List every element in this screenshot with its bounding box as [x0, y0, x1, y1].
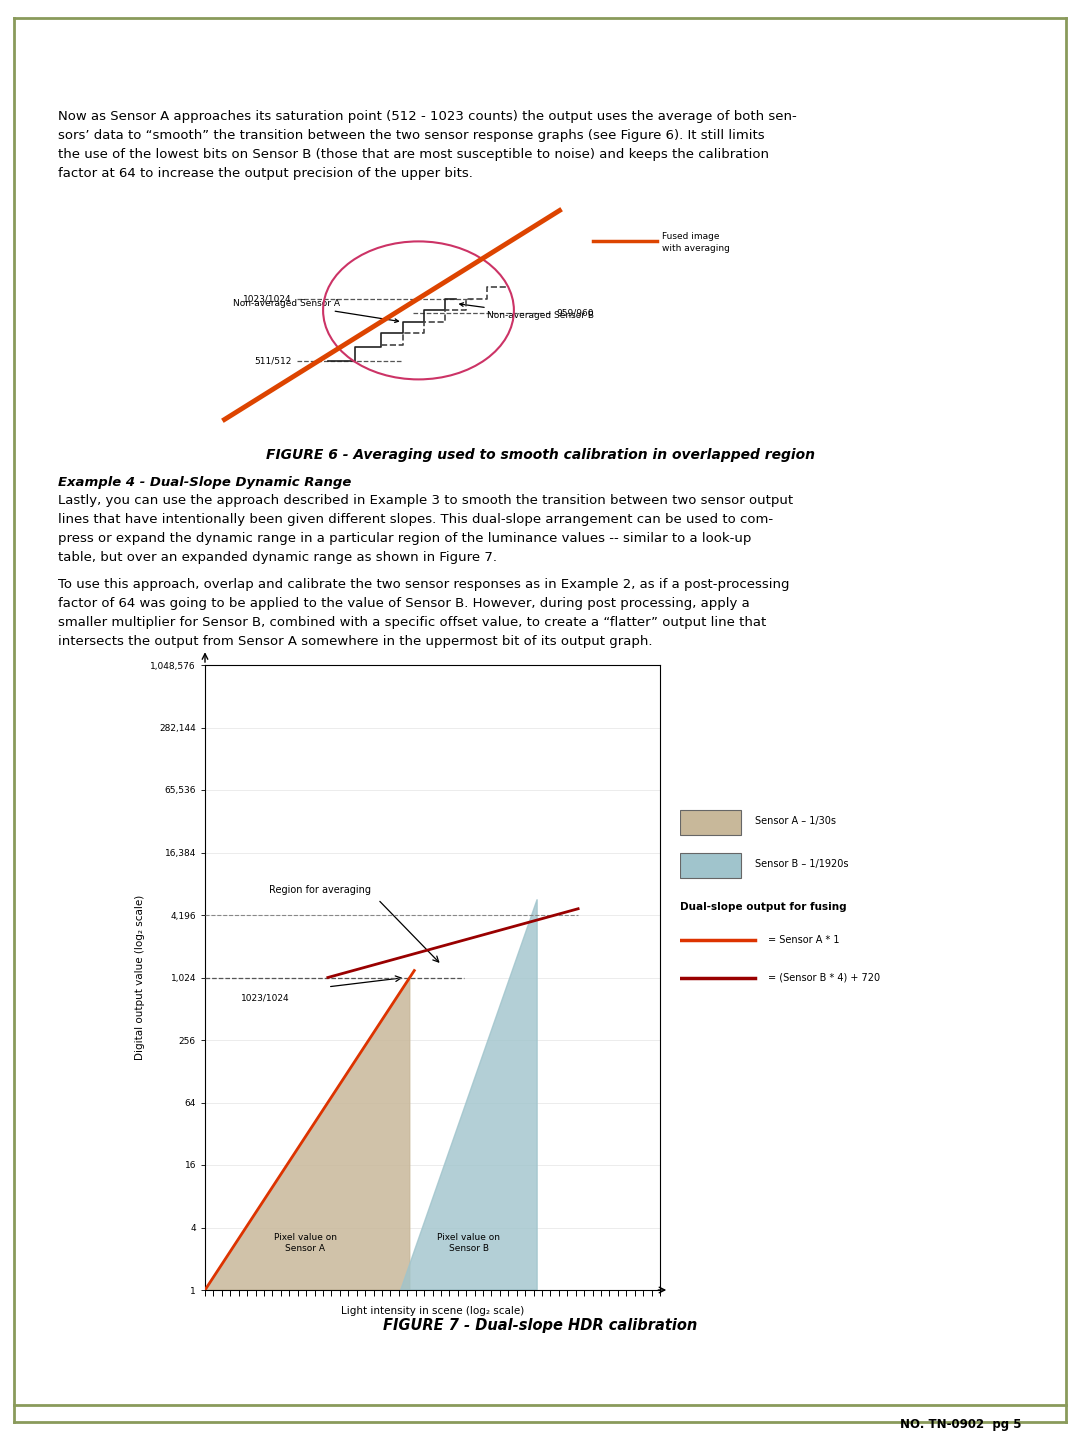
Text: Example 4 - Dual-Slope Dynamic Range: Example 4 - Dual-Slope Dynamic Range — [58, 477, 351, 490]
Text: ®: ® — [1025, 30, 1035, 40]
Text: 1023/1024: 1023/1024 — [243, 294, 292, 304]
Text: iAi: iAi — [972, 42, 1007, 66]
Text: Dual-slope output for fusing: Dual-slope output for fusing — [680, 903, 847, 913]
Text: = Sensor A * 1: = Sensor A * 1 — [768, 935, 840, 945]
Text: with averaging: with averaging — [662, 243, 730, 253]
X-axis label: Light intensity in scene (log₂ scale): Light intensity in scene (log₂ scale) — [341, 1306, 524, 1316]
Text: 959/960: 959/960 — [556, 308, 594, 317]
FancyBboxPatch shape — [680, 852, 741, 877]
Text: press or expand the dynamic range in a particular region of the luminance values: press or expand the dynamic range in a p… — [58, 531, 752, 544]
Text: Lastly, you can use the approach described in Example 3 to smooth the transition: Lastly, you can use the approach describ… — [58, 494, 793, 507]
Text: FIGURE 7 - Dual-slope HDR calibration: FIGURE 7 - Dual-slope HDR calibration — [383, 1318, 697, 1333]
Polygon shape — [401, 900, 537, 1290]
Text: intersects the output from Sensor A somewhere in the uppermost bit of its output: intersects the output from Sensor A some… — [58, 635, 652, 648]
Text: 511/512: 511/512 — [254, 357, 292, 366]
Text: factor of 64 was going to be applied to the value of Sensor B. However, during p: factor of 64 was going to be applied to … — [58, 598, 750, 611]
Text: Tech Note: Tech Note — [44, 33, 322, 82]
Y-axis label: Digital output value (log₂ scale): Digital output value (log₂ scale) — [135, 894, 145, 1060]
Text: 1023/1024: 1023/1024 — [242, 994, 291, 1002]
Text: Sensor A – 1/30s: Sensor A – 1/30s — [755, 816, 836, 827]
Text: factor at 64 to increase the output precision of the upper bits.: factor at 64 to increase the output prec… — [58, 167, 473, 180]
Polygon shape — [205, 978, 409, 1290]
Text: Sensor B – 1/1920s: Sensor B – 1/1920s — [755, 858, 848, 868]
Text: = (Sensor B * 4) + 720: = (Sensor B * 4) + 720 — [768, 972, 880, 982]
Text: NO. TN-0902  pg 5: NO. TN-0902 pg 5 — [901, 1418, 1022, 1431]
Text: table, but over an expanded dynamic range as shown in Figure 7.: table, but over an expanded dynamic rang… — [58, 552, 497, 564]
Text: To use this approach, overlap and calibrate the two sensor responses as in Examp: To use this approach, overlap and calibr… — [58, 577, 789, 590]
Text: lines that have intentionally been given different slopes. This dual-slope arran: lines that have intentionally been given… — [58, 513, 773, 526]
Text: sors’ data to “smooth” the transition between the two sensor response graphs (se: sors’ data to “smooth” the transition be… — [58, 130, 765, 143]
Text: the use of the lowest bits on Sensor B (those that are most susceptible to noise: the use of the lowest bits on Sensor B (… — [58, 148, 769, 161]
FancyBboxPatch shape — [680, 809, 741, 835]
Text: smaller multiplier for Sensor B, combined with a specific offset value, to creat: smaller multiplier for Sensor B, combine… — [58, 616, 766, 629]
FancyBboxPatch shape — [945, 26, 1043, 89]
Text: Now as Sensor A approaches its saturation point (512 - 1023 counts) the output u: Now as Sensor A approaches its saturatio… — [58, 109, 797, 122]
Text: Fused image: Fused image — [662, 232, 719, 242]
Text: Pixel value on
Sensor B: Pixel value on Sensor B — [437, 1234, 500, 1253]
Text: Non-averaged Sensor B: Non-averaged Sensor B — [460, 302, 594, 320]
Text: FIGURE 6 - Averaging used to smooth calibration in overlapped region: FIGURE 6 - Averaging used to smooth cali… — [266, 448, 814, 462]
Text: Non-averaged Sensor A: Non-averaged Sensor A — [233, 300, 399, 323]
Text: Pixel value on
Sensor A: Pixel value on Sensor A — [273, 1234, 337, 1253]
Text: Region for averaging: Region for averaging — [269, 886, 370, 896]
